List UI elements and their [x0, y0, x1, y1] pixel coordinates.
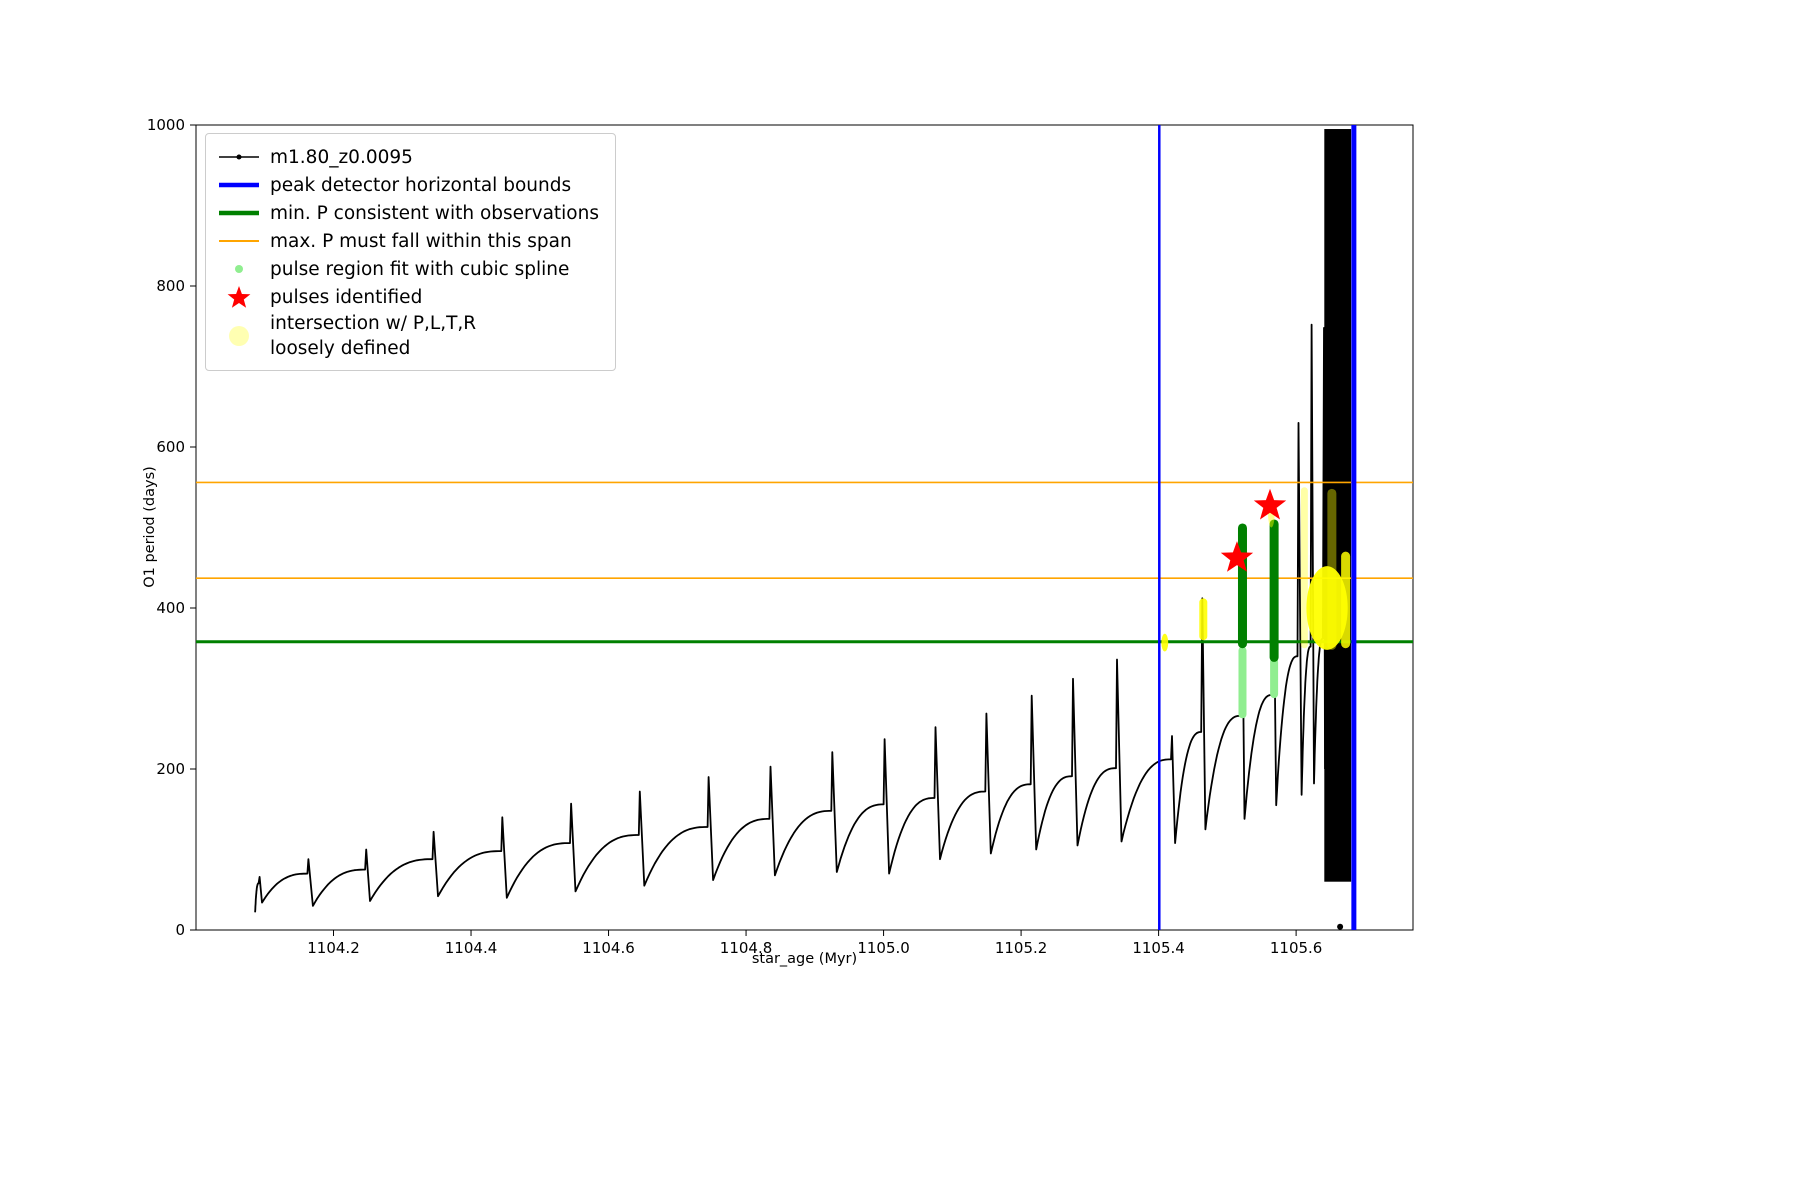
legend-item-6: intersection w/ P,L,T,R loosely defined [216, 311, 599, 361]
legend-item-3: max. P must fall within this span [216, 227, 599, 255]
low-point-dot [1337, 923, 1344, 930]
y-tick-label: 400 [156, 599, 185, 617]
series-line [254, 323, 1326, 913]
x-tick-label: 1104.4 [445, 939, 498, 957]
y-tick-label: 1000 [147, 116, 185, 134]
legend-line-dot-icon [219, 154, 259, 160]
x-tick-label: 1105.6 [1270, 939, 1323, 957]
legend-item-2: min. P consistent with observations [216, 199, 599, 227]
intersection-cluster [1199, 598, 1208, 641]
legend-marker [216, 171, 262, 199]
y-tick-label: 200 [156, 760, 185, 778]
y-axis-label: O1 period (days) [142, 466, 158, 588]
legend-item-label: pulses identified [270, 286, 423, 308]
x-tick-label: 1105.4 [1132, 939, 1185, 957]
legend-marker [216, 255, 262, 283]
x-axis-label: star_age (Myr) [751, 951, 858, 967]
legend-marker [216, 283, 262, 311]
y-tick-label: 800 [156, 277, 185, 295]
legend-thick-line-icon [219, 210, 259, 216]
spline-fit-region [1238, 646, 1247, 719]
x-tick-label: 1105.0 [857, 939, 910, 957]
legend-dot-icon [235, 265, 243, 273]
y-tick-label: 600 [156, 438, 185, 456]
x-tick-label: 1104.2 [307, 939, 360, 957]
legend-big-dot-icon [229, 326, 249, 346]
x-tick-label: 1104.8 [720, 939, 773, 957]
legend-item-label: min. P consistent with observations [270, 202, 599, 224]
intersection-cluster [1327, 488, 1337, 650]
intersection-cluster [1341, 551, 1351, 649]
pulse-identified-star [1220, 541, 1254, 572]
intersection-cluster [1306, 566, 1348, 650]
x-tick-label: 1104.6 [582, 939, 635, 957]
legend-item-4: pulse region fit with cubic spline [216, 255, 599, 283]
spline-fit-region [1270, 657, 1279, 699]
legend-star-icon [227, 286, 251, 308]
legend-item-5: pulses identified [216, 283, 599, 311]
legend-item-0: m1.80_z0.0095 [216, 143, 599, 171]
legend-marker [216, 143, 262, 171]
legend-thick-line-icon [219, 182, 259, 188]
pulse-column [1269, 519, 1279, 662]
legend-line-icon [219, 240, 259, 242]
pulse-identified-star [1253, 488, 1287, 520]
legend-item-label: intersection w/ P,L,T,R loosely defined [270, 313, 477, 359]
legend-item-label: max. P must fall within this span [270, 230, 572, 252]
intersection-cluster [1300, 487, 1308, 649]
dense-pulse-band [1324, 129, 1352, 882]
pulse-column [1237, 523, 1247, 649]
legend-marker [216, 199, 262, 227]
legend-item-1: peak detector horizontal bounds [216, 171, 599, 199]
x-tick-label: 1105.2 [995, 939, 1048, 957]
legend-item-label: peak detector horizontal bounds [270, 174, 572, 196]
intersection-cluster [1161, 633, 1169, 652]
legend-item-label: pulse region fit with cubic spline [270, 258, 570, 280]
legend-marker [216, 227, 262, 255]
legend-marker [216, 322, 262, 350]
legend-item-label: m1.80_z0.0095 [270, 146, 413, 168]
y-tick-label: 0 [175, 921, 185, 939]
